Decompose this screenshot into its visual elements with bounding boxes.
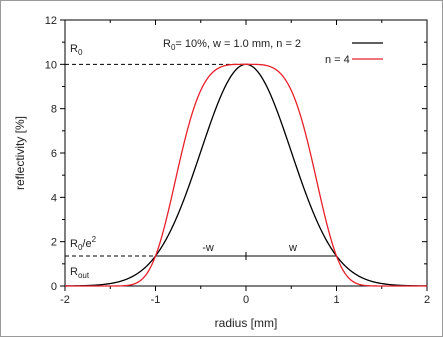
series-line-n-4 <box>65 63 427 287</box>
axis-ticks <box>60 19 428 291</box>
legend-entry-n2-label: R0= 10%, w = 1.0 mm, n = 2 <box>163 38 301 52</box>
rout-label: Rout <box>70 266 90 280</box>
y-tick-label-5: 10 <box>45 59 57 71</box>
y-axis-title: reflectivity [%] <box>13 116 27 190</box>
reference-lines <box>65 63 337 261</box>
plot-area-frame <box>64 19 428 287</box>
x-tick-label-4: 2 <box>424 294 430 306</box>
minus-w-label: -w <box>202 242 214 254</box>
y-tick-label-6: 12 <box>45 15 57 27</box>
legend: R0= 10%, w = 1.0 mm, n = 2 n = 4 <box>163 38 383 66</box>
y-tick-label-4: 8 <box>51 104 57 116</box>
legend-entry-n4-label: n = 4 <box>325 54 350 66</box>
r0-label: R0 <box>70 43 83 57</box>
x-tick-label-2: 0 <box>243 294 249 306</box>
plus-w-label: w <box>288 242 297 254</box>
r0-over-e2-label: R0/e2 <box>70 235 97 252</box>
x-axis-title: radius [mm] <box>215 316 278 330</box>
y-tick-label-0: 0 <box>51 281 57 293</box>
y-tick-label-3: 6 <box>51 148 57 160</box>
x-tick-label-0: -2 <box>60 294 70 306</box>
series-group <box>64 63 428 287</box>
x-tick-label-3: 1 <box>333 294 339 306</box>
y-tick-label-1: 2 <box>51 237 57 249</box>
x-tick-label-1: -1 <box>151 294 161 306</box>
y-tick-label-2: 4 <box>51 192 57 204</box>
